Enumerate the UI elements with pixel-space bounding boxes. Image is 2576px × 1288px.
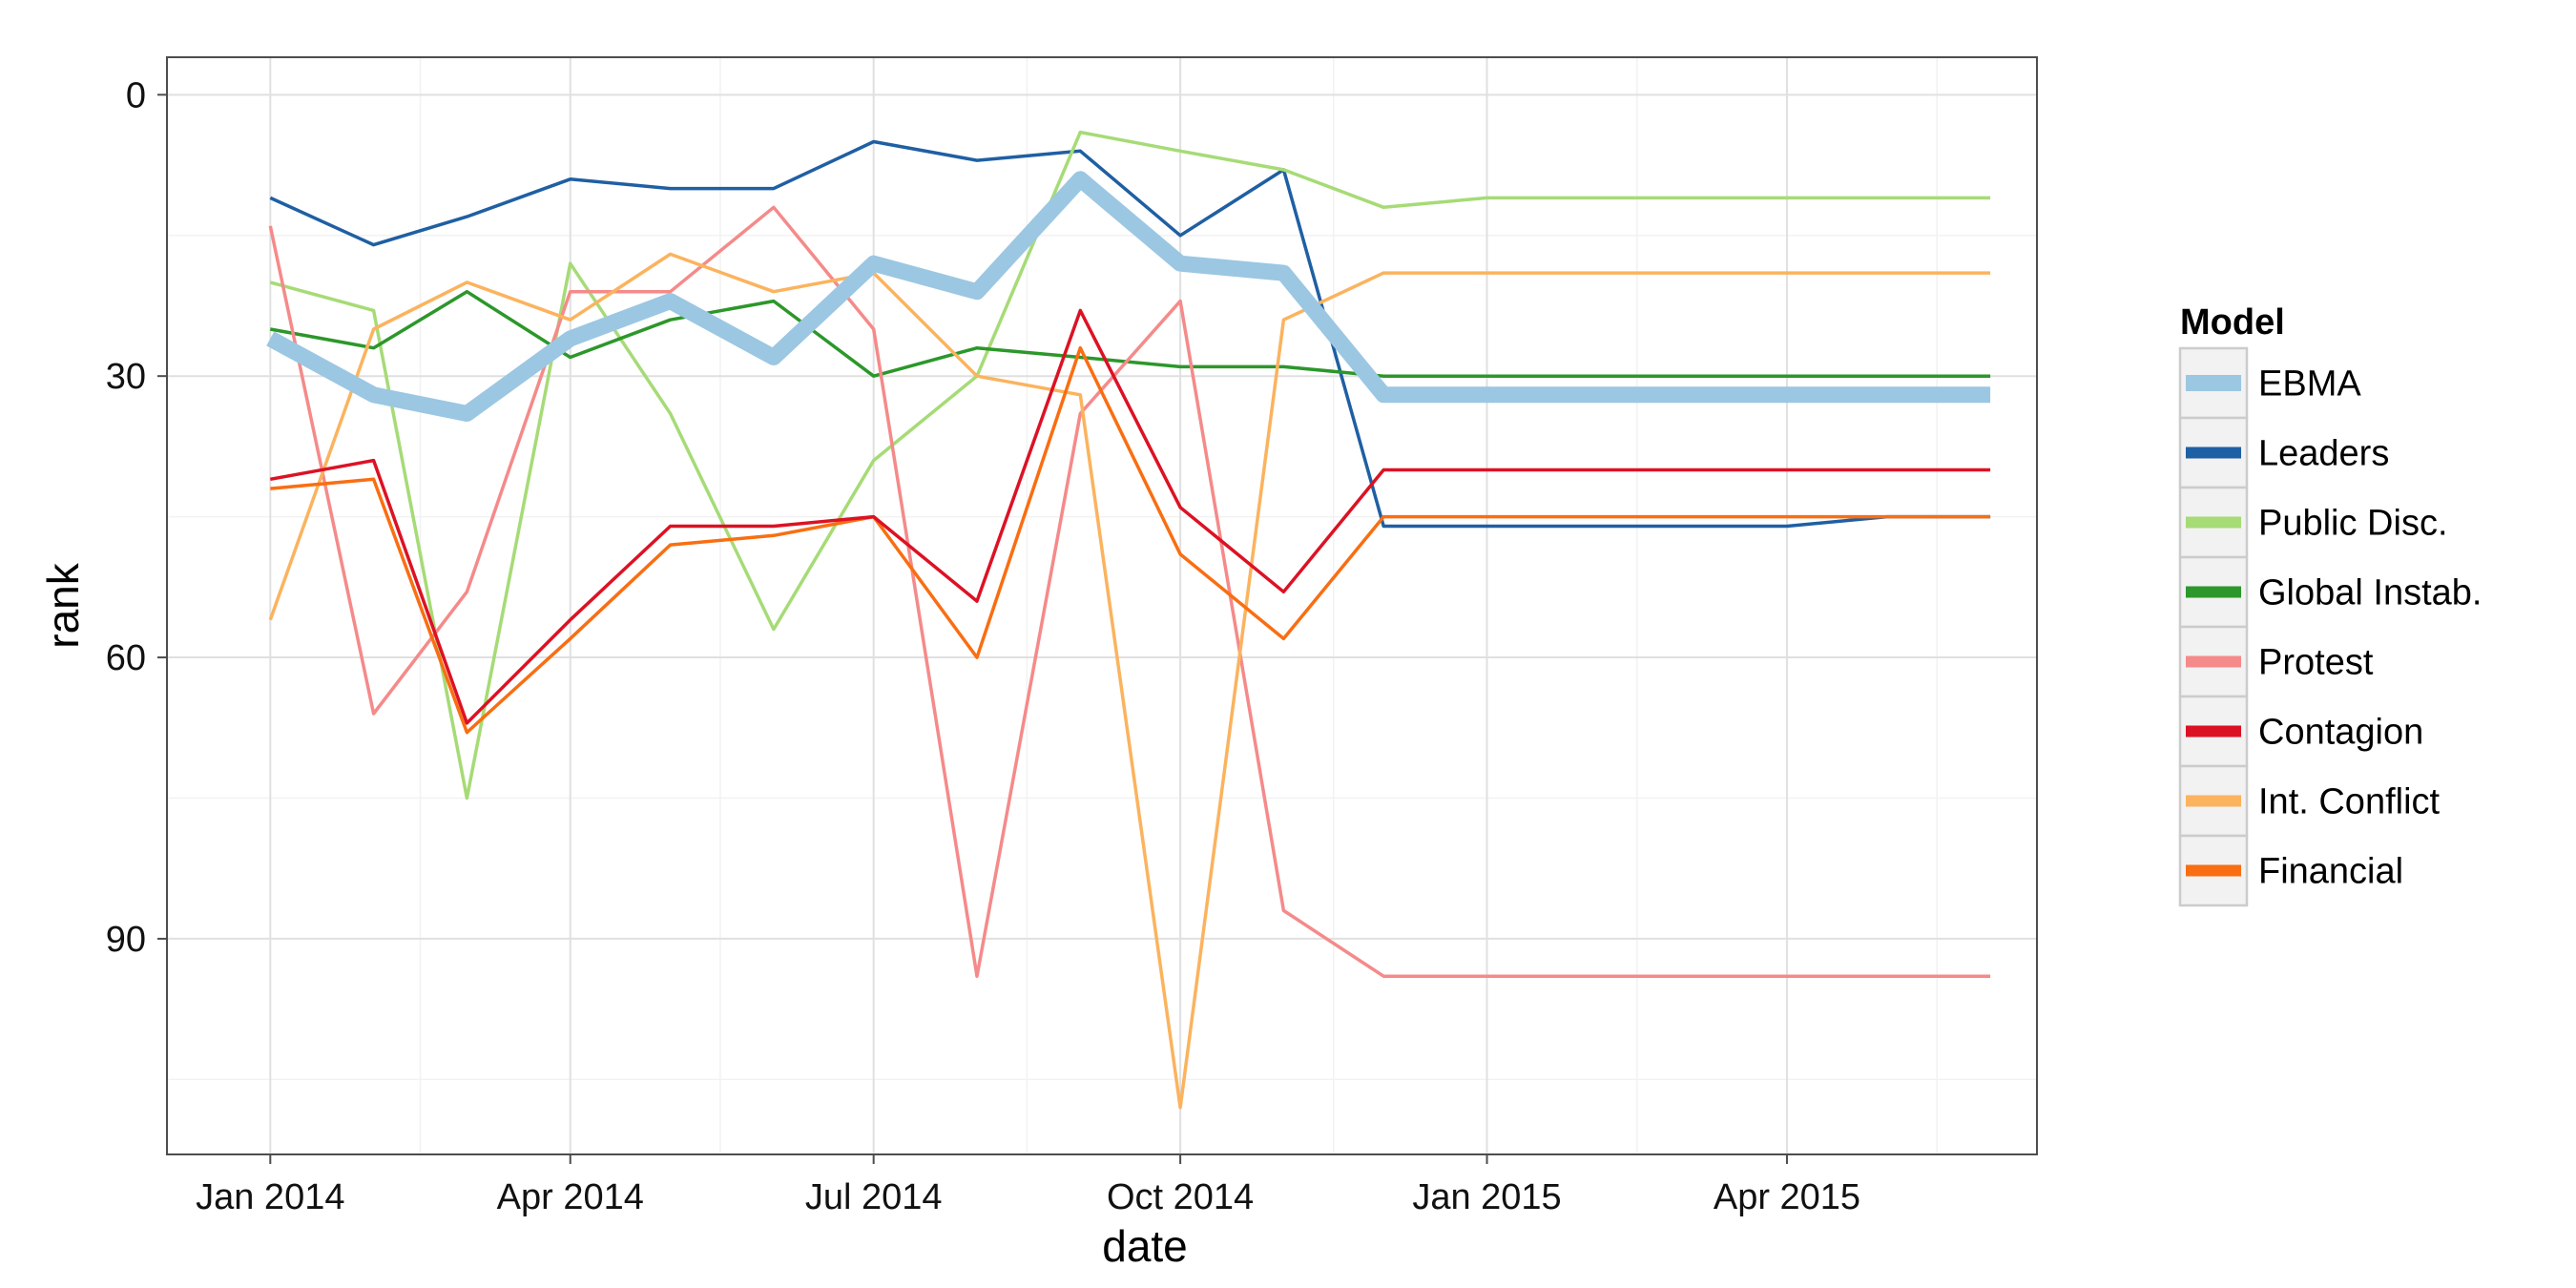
legend-label-leaders: Leaders (2258, 434, 2389, 474)
x-tick-label: Jan 2015 (1412, 1177, 1561, 1217)
legend-label-financial: Financial (2258, 852, 2403, 892)
x-tick-label: Jul 2014 (805, 1177, 943, 1217)
series-lines (266, 130, 1991, 1110)
series-line-leaders (269, 139, 1991, 529)
x-tick-label: Apr 2015 (1714, 1177, 1860, 1217)
y-tick-label: 30 (106, 357, 146, 397)
legend-label-contagion: Contagion (2258, 713, 2423, 753)
panel-border (166, 56, 2038, 1155)
x-axis: Jan 2014 Apr 2014 Jul 2014 Oct 2014 Jan 2015… (196, 1154, 1860, 1217)
x-tick-label: Apr 2014 (497, 1177, 644, 1217)
grid (167, 57, 2037, 1154)
panel-background (167, 57, 2037, 1154)
legend-label-protest: Protest (2258, 643, 2374, 683)
legend-label-global-instab: Global Instab. (2258, 573, 2482, 613)
legend-label-int-conflict: Int. Conflict (2258, 782, 2441, 822)
series-line-contagion (269, 308, 1991, 725)
y-tick-label: 0 (126, 75, 146, 115)
y-tick-label: 90 (106, 920, 146, 960)
legend-label-ebma: EBMA (2258, 364, 2361, 405)
x-tick-label: Jan 2014 (196, 1177, 344, 1217)
legend: Model EBMA Leaders Public Disc. Global Inst… (2178, 302, 2482, 907)
legend-title: Model (2180, 302, 2285, 343)
series-line-int-conflict (268, 252, 1991, 1110)
series-line-ebma (266, 171, 1991, 422)
y-axis: 0 30 60 90 (106, 75, 167, 960)
x-axis-title: date (1102, 1221, 1188, 1271)
series-line-financial (270, 345, 1991, 735)
legend-label-public-disc: Public Disc. (2258, 504, 2448, 544)
y-tick-label: 60 (106, 638, 146, 678)
y-axis-title: rank (38, 562, 88, 648)
x-tick-label: Oct 2014 (1107, 1177, 1254, 1217)
